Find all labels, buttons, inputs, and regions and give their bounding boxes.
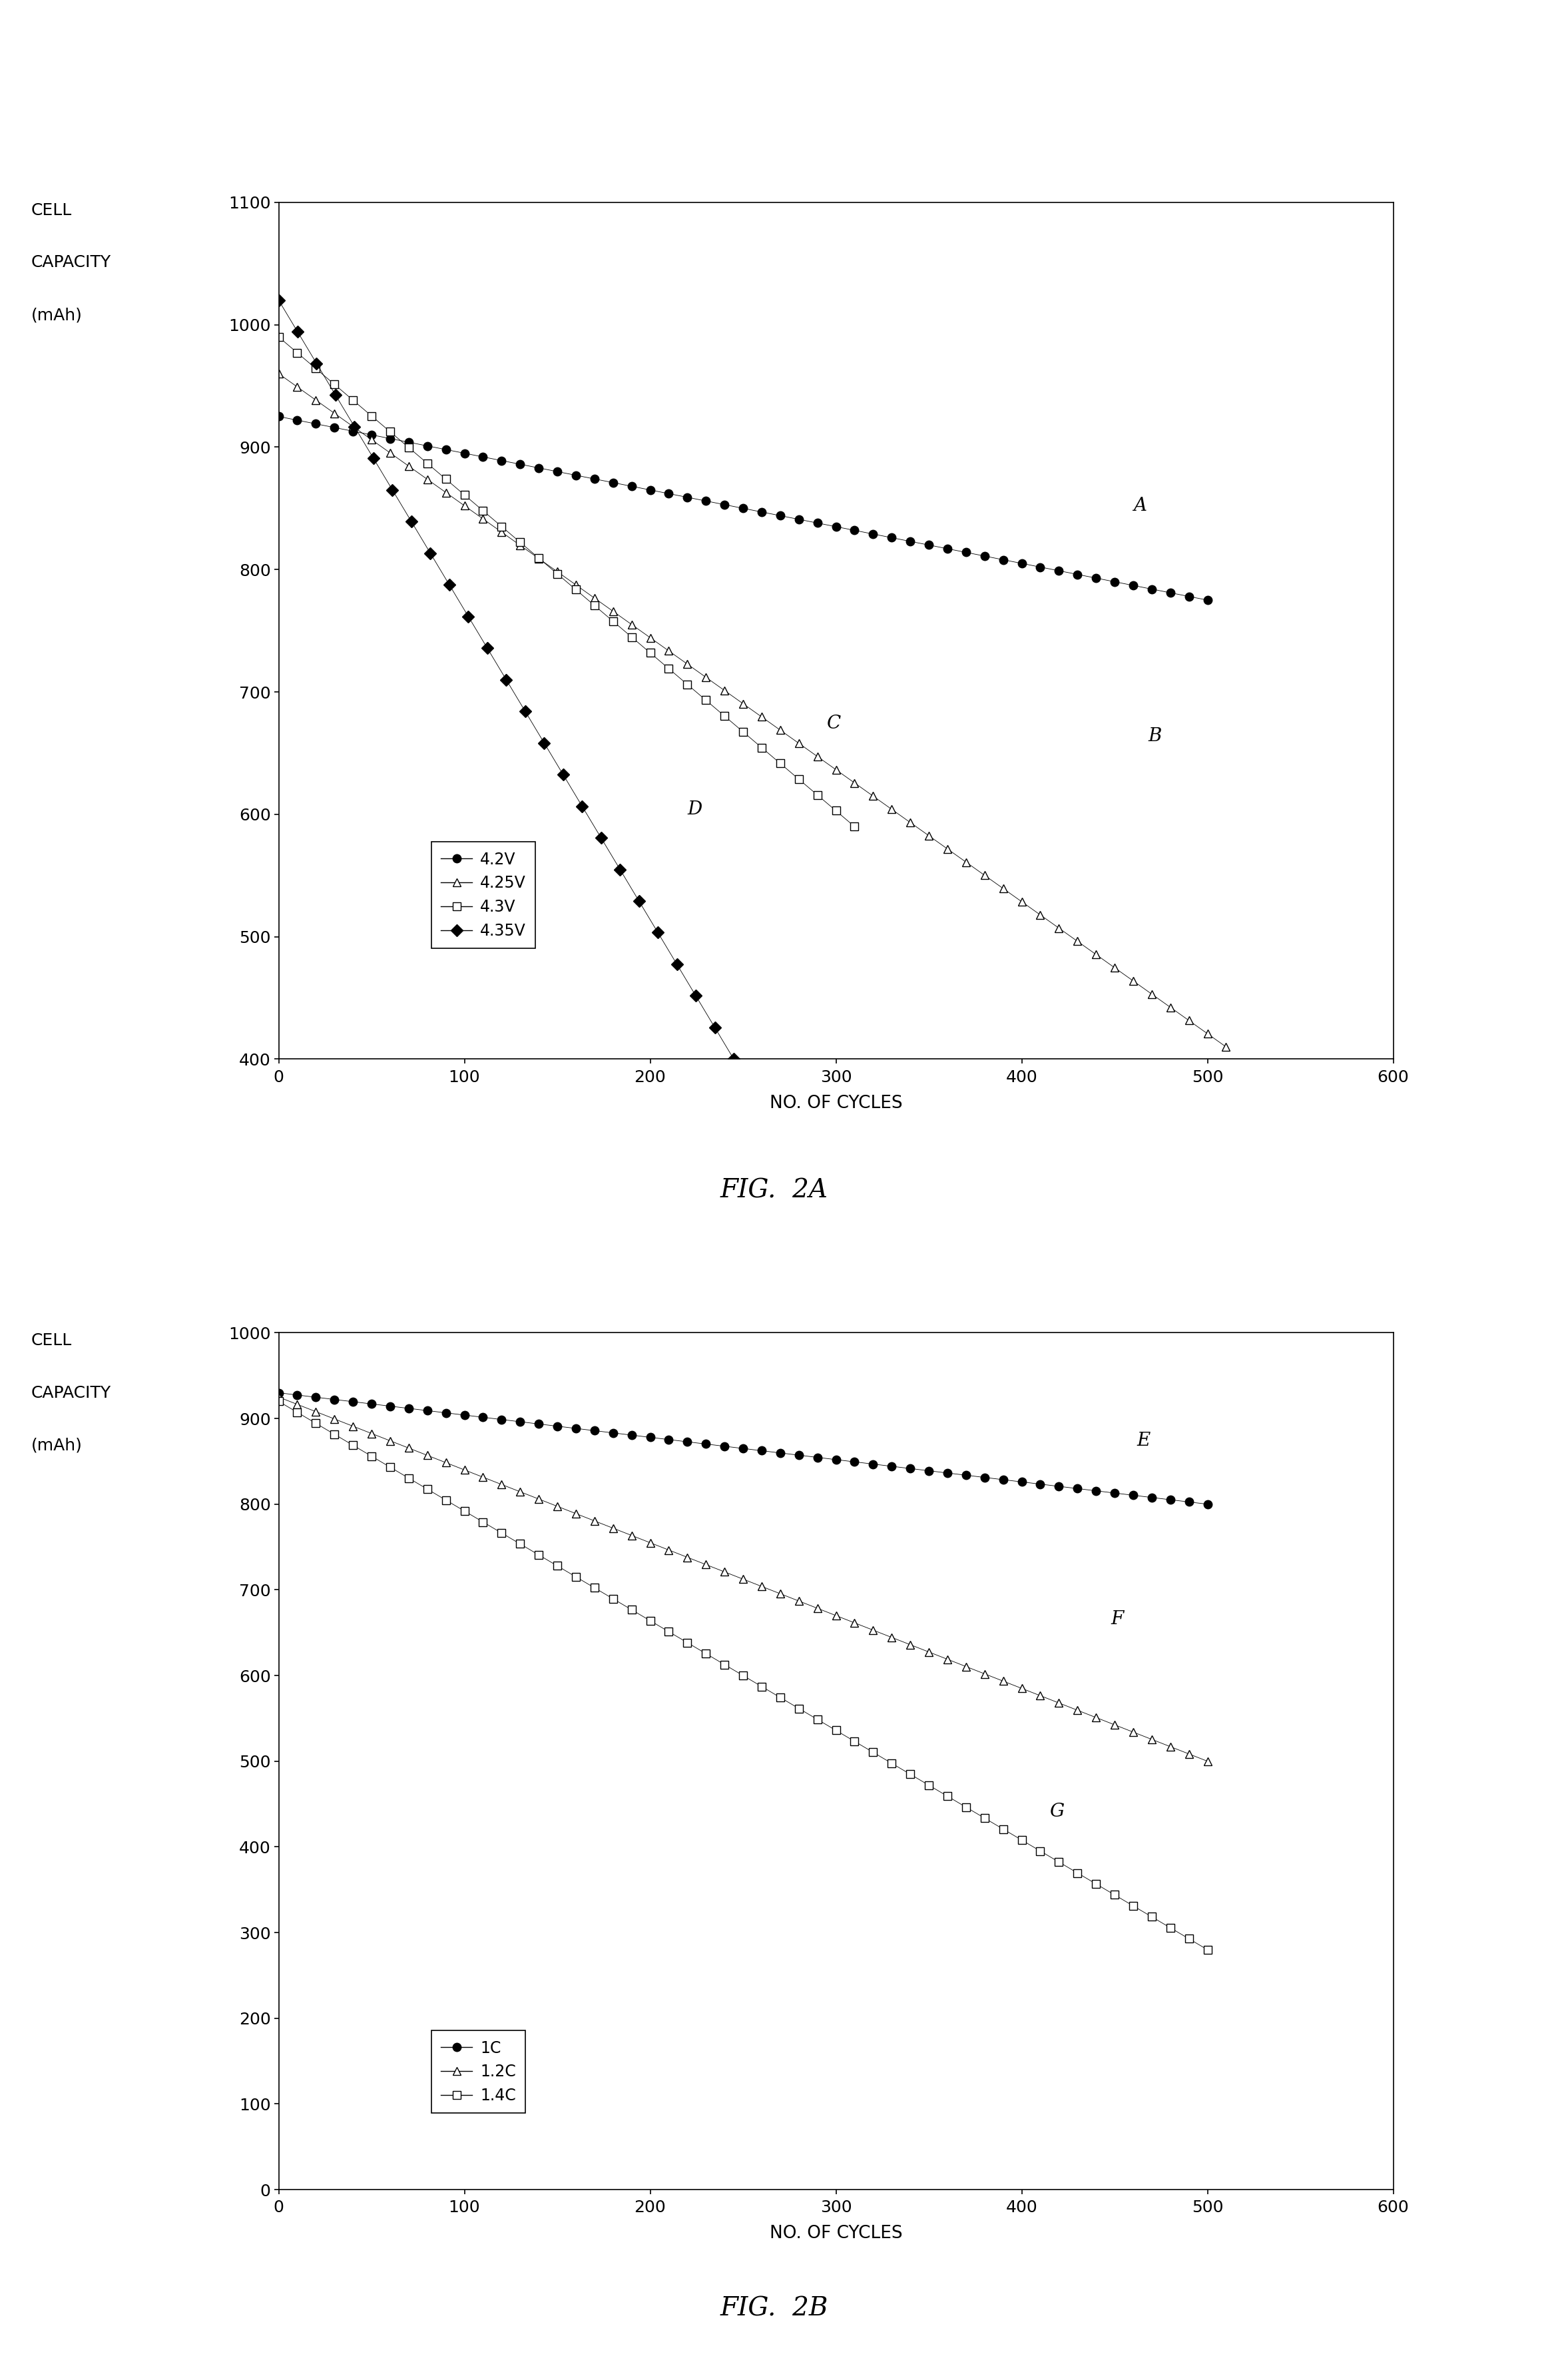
Text: CELL: CELL [31,202,71,219]
Text: G: G [1050,1804,1065,1821]
Legend: 4.2V, 4.25V, 4.3V, 4.35V: 4.2V, 4.25V, 4.3V, 4.35V [432,843,536,947]
Text: CAPACITY: CAPACITY [31,255,111,271]
Text: F: F [1111,1611,1124,1628]
Text: FIG.  2A: FIG. 2A [720,1178,828,1202]
X-axis label: NO. OF CYCLES: NO. OF CYCLES [769,1095,902,1111]
Legend: 1C, 1.2C, 1.4C: 1C, 1.2C, 1.4C [432,2030,525,2113]
Text: C: C [827,714,841,733]
Text: FIG.  2B: FIG. 2B [720,2297,828,2321]
Text: A: A [1133,497,1147,514]
Text: B: B [1149,726,1161,745]
X-axis label: NO. OF CYCLES: NO. OF CYCLES [769,2225,902,2242]
Text: D: D [687,800,703,819]
Text: E: E [1136,1433,1150,1449]
Text: (mAh): (mAh) [31,307,82,324]
Text: CAPACITY: CAPACITY [31,1385,111,1402]
Text: CELL: CELL [31,1333,71,1349]
Text: (mAh): (mAh) [31,1438,82,1454]
